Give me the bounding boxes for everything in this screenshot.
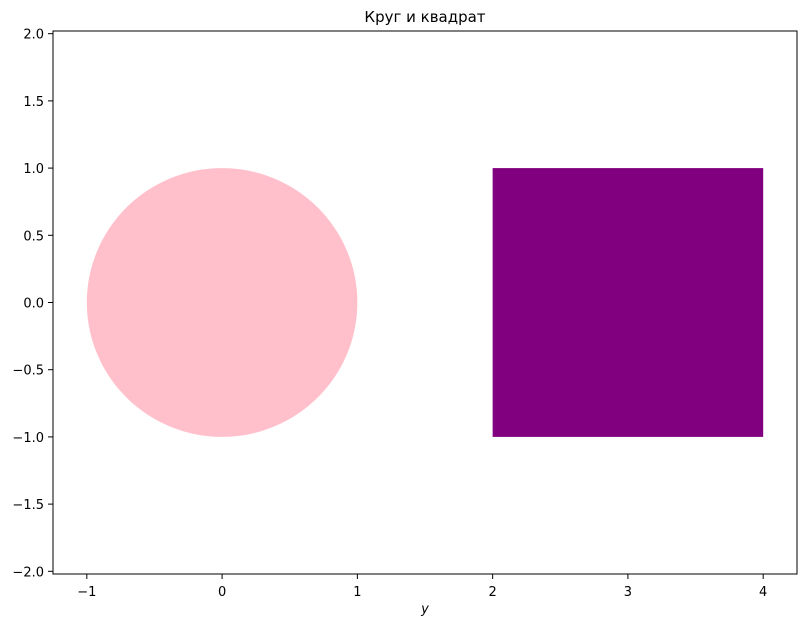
x-tick-label: 3: [624, 585, 632, 600]
y-tick-label: −0.5: [12, 364, 44, 379]
y-tick-label: −1.5: [12, 498, 44, 513]
x-tick-label: 2: [488, 585, 496, 600]
x-tick-label: 1: [353, 585, 361, 600]
y-tick-label: −1.0: [12, 431, 44, 446]
y-tick-label: −2.0: [12, 565, 44, 580]
plot-shapes: [86, 168, 764, 437]
y-tick-label: 0.0: [23, 297, 44, 312]
y-tick-label: 1.5: [23, 95, 44, 110]
pink-circle: [86, 168, 358, 437]
x-tick-label: −1: [77, 585, 96, 600]
y-tick-label: 1.0: [23, 162, 44, 177]
y-axis-ticks: 2.0 1.5 1.0 0.5 0.0 −0.5 −1.0 −1.5 −2.0: [12, 28, 53, 580]
x-axis-ticks: −1 0 1 2 3 4: [77, 574, 767, 600]
x-axis-label: y: [420, 602, 429, 617]
y-tick-label: 0.5: [23, 229, 44, 244]
purple-square: [492, 168, 764, 437]
chart-title: Круг и квадрат: [364, 8, 485, 26]
x-tick-label: 0: [218, 585, 226, 600]
y-tick-label: 2.0: [23, 28, 44, 43]
x-tick-label: 4: [759, 585, 767, 600]
